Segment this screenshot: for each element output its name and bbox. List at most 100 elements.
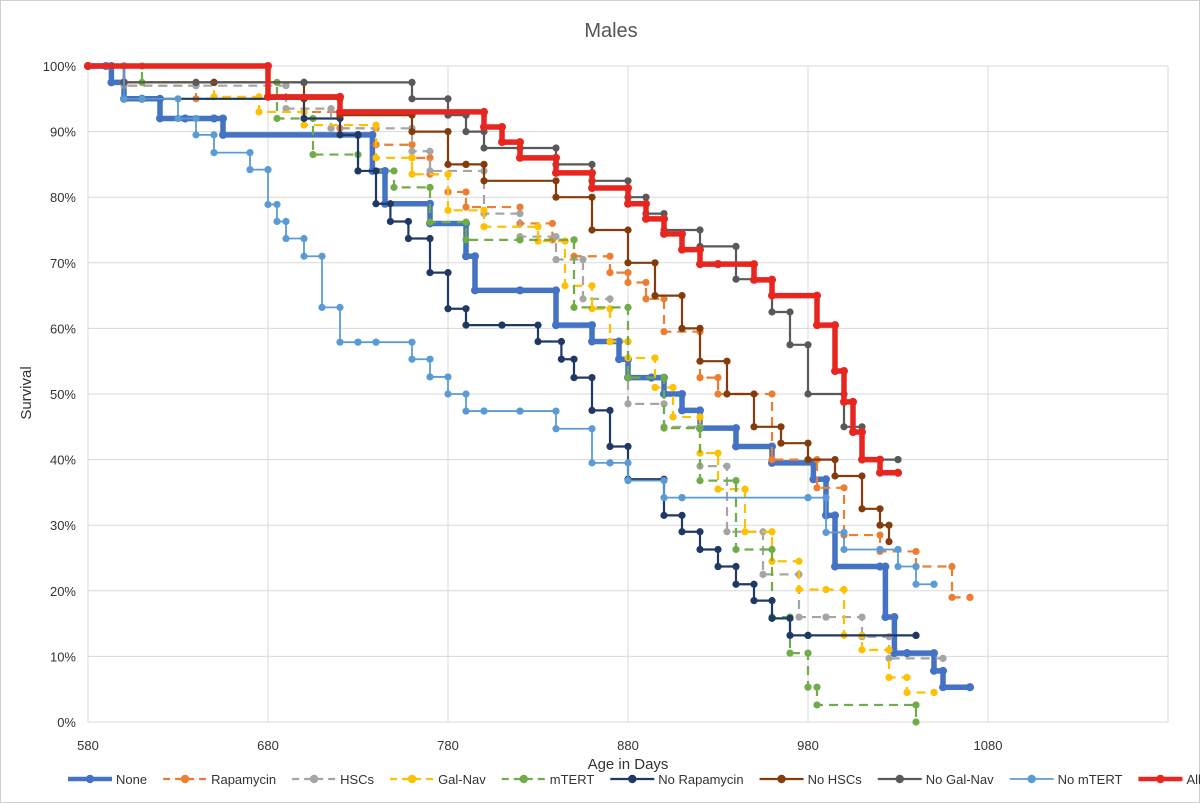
data-point — [651, 354, 659, 362]
data-point — [696, 413, 704, 421]
data-point — [552, 286, 560, 295]
data-point — [561, 282, 569, 290]
data-point — [876, 531, 884, 539]
data-point — [660, 229, 668, 238]
data-point — [714, 260, 722, 269]
data-point — [732, 545, 740, 554]
legend-entry: Gal-Nav — [390, 772, 486, 787]
x-tick-label: 980 — [797, 738, 819, 753]
data-point — [498, 321, 506, 329]
data-point — [786, 614, 794, 622]
x-tick-label: 680 — [257, 738, 279, 753]
data-point — [768, 308, 776, 316]
data-point — [588, 321, 596, 330]
data-point — [282, 82, 290, 90]
data-point — [588, 337, 596, 346]
data-point — [939, 666, 947, 675]
x-tick-label: 580 — [77, 738, 99, 753]
data-point — [300, 114, 308, 123]
data-point — [903, 688, 911, 697]
data-point — [696, 245, 704, 254]
data-point — [480, 177, 488, 185]
data-point — [777, 423, 785, 431]
series-line — [88, 64, 891, 542]
data-point — [471, 286, 479, 295]
data-point — [588, 282, 596, 290]
data-point — [300, 252, 308, 260]
data-point — [462, 128, 470, 136]
data-point — [912, 580, 920, 588]
data-point — [939, 654, 947, 662]
data-point — [462, 321, 470, 329]
data-point — [885, 538, 893, 546]
data-point — [588, 374, 596, 382]
data-point — [552, 232, 560, 241]
data-point — [300, 234, 308, 243]
legend-swatch-marker — [407, 774, 417, 784]
data-point — [462, 203, 470, 211]
data-point — [714, 545, 722, 554]
data-point — [732, 580, 740, 588]
data-point — [858, 505, 866, 513]
data-point — [786, 308, 794, 316]
data-point — [768, 275, 776, 284]
data-point — [534, 321, 542, 329]
data-point — [552, 168, 560, 177]
legend-entry: No mTERT — [1009, 772, 1122, 787]
data-point — [822, 585, 830, 594]
data-point — [912, 701, 920, 709]
data-point — [678, 245, 686, 254]
data-point — [849, 428, 857, 437]
data-point — [894, 468, 902, 477]
data-point — [696, 406, 704, 415]
data-point — [588, 226, 596, 234]
data-point — [444, 206, 452, 214]
data-point — [462, 160, 470, 168]
data-point — [858, 428, 866, 437]
x-tick-label: 780 — [437, 738, 459, 753]
data-point — [912, 547, 920, 556]
data-point — [444, 269, 452, 277]
data-point — [210, 114, 218, 123]
data-point — [246, 148, 254, 157]
data-point — [404, 217, 412, 226]
data-point — [678, 528, 686, 536]
data-point — [768, 456, 776, 464]
data-point — [107, 78, 116, 87]
data-point — [660, 214, 668, 223]
data-point — [426, 183, 434, 191]
data-point — [786, 649, 794, 657]
data-point — [300, 121, 308, 129]
data-point — [723, 390, 731, 398]
data-point — [885, 673, 893, 681]
data-point — [840, 545, 848, 554]
data-point — [624, 269, 632, 277]
data-point — [192, 78, 200, 86]
data-point — [552, 193, 560, 201]
data-point — [480, 123, 488, 132]
legend-swatch-marker — [180, 774, 190, 784]
data-point — [408, 147, 416, 155]
data-point — [795, 613, 803, 621]
data-point — [858, 472, 866, 480]
data-point — [696, 449, 704, 457]
data-point — [624, 476, 632, 485]
data-point — [890, 649, 899, 658]
data-point — [696, 324, 704, 332]
data-point — [606, 295, 614, 303]
data-point — [588, 425, 596, 433]
data-point — [174, 95, 182, 103]
data-point — [444, 170, 452, 178]
legend-entry: No HSCs — [759, 772, 862, 787]
data-point — [426, 167, 434, 175]
data-point — [372, 154, 380, 162]
series-rapamycin — [84, 62, 974, 601]
data-point — [714, 374, 722, 382]
legend-swatch-marker — [519, 774, 528, 784]
data-point — [408, 338, 416, 346]
data-point — [624, 459, 632, 467]
data-point — [462, 305, 470, 313]
data-point — [948, 562, 956, 571]
data-point — [813, 291, 821, 300]
data-point — [750, 390, 758, 398]
